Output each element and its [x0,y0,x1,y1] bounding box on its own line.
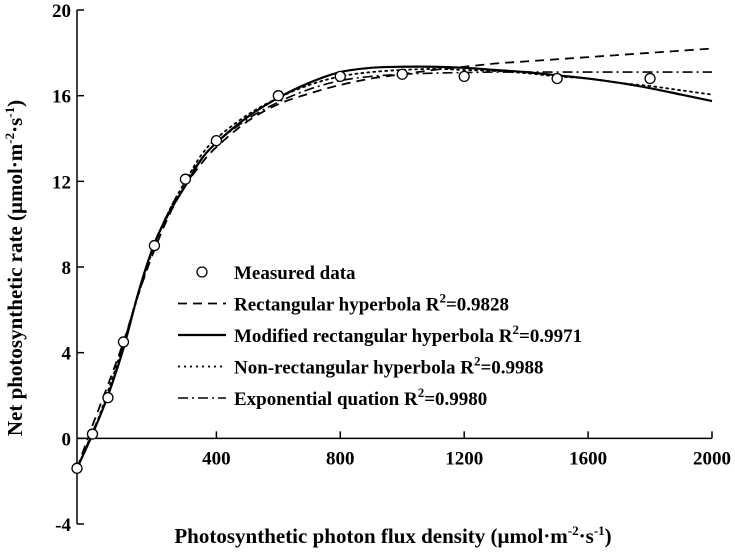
data-point [179,173,192,185]
data-point [334,70,346,83]
data-point [551,72,563,85]
x-tick-label: 800 [326,448,355,469]
data-point [71,462,83,474]
legend-label-solid: Modified rectangular hyperbola R2=0.9971 [234,322,582,347]
measured-points [71,68,656,474]
legend-item-dashed: Rectangular hyperbola R2=0.9828 [178,291,509,316]
series-line-dashed [76,47,713,469]
data-point [148,239,161,252]
y-tick-label: 8 [62,258,72,279]
data-point [458,70,470,83]
y-axis: -4 0 4 8 12 16 20 [52,1,84,536]
x-tick-label: 400 [202,448,231,469]
x-tick-label: 1200 [445,448,483,469]
y-tick-label: 4 [62,344,72,365]
data-point [272,90,284,102]
x-tick-label: 2000 [693,448,731,469]
legend-label-dotted: Non-rectangular hyperbola R2=0.9988 [234,354,544,379]
x-axis: 400 800 1200 1600 2000 [77,431,731,469]
legend-item-solid: Modified rectangular hyperbola R2=0.9971 [178,322,582,347]
legend-marker-measured [196,266,208,278]
legend-label-dashdot: Exponential quation R2=0.9980 [234,385,487,410]
data-point [117,336,130,348]
x-tick-label: 1600 [569,448,607,469]
data-point [210,134,223,147]
data-point [86,428,99,440]
series-line-dotted [76,67,713,470]
y-tick-label: 12 [52,172,71,193]
y-tick-label: 20 [52,1,71,22]
data-point [396,68,408,80]
legend-label-measured: Measured data [234,263,356,284]
fitted-curves [75,47,713,470]
legend-item-measured: Measured data [196,263,356,284]
x-axis-label: Photosynthetic photon flux density (μmol… [174,523,611,548]
y-tick-label: 16 [52,87,71,108]
data-point [644,72,656,85]
legend: Measured data Rectangular hyperbola R2=0.… [178,263,582,410]
data-point [102,391,114,404]
legend-label-dashed: Rectangular hyperbola R2=0.9828 [234,291,509,316]
y-axis-label: Net photosynthetic rate (μmol·m-2·s-1) [2,100,27,436]
legend-item-dashdot: Exponential quation R2=0.9980 [178,385,487,410]
y-tick-label: 0 [62,429,72,450]
legend-item-dotted: Non-rectangular hyperbola R2=0.9988 [178,354,544,379]
y-tick-label: -4 [55,515,71,536]
series-line-dashdot [76,71,712,469]
